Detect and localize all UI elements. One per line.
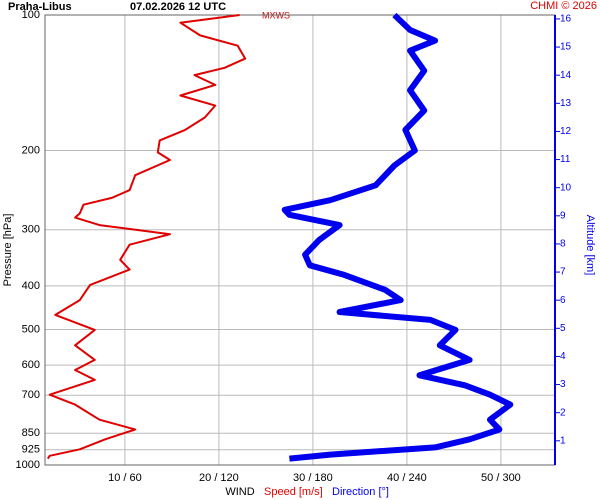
profile-line <box>46 14 247 460</box>
y-tick-label: 300 <box>22 224 40 236</box>
y2-tick-label: 14 <box>560 70 572 81</box>
profile-line <box>281 12 514 462</box>
x-tick-label: 40 / 240 <box>387 472 427 484</box>
y2-tick-label: 5 <box>560 323 566 334</box>
y-tick-label: 700 <box>22 389 40 401</box>
y-tick-label: 925 <box>22 444 40 456</box>
y-tick-label: 850 <box>22 427 40 439</box>
y2-tick-label: 11 <box>560 154 571 165</box>
legend-entry: Speed [m/s] <box>264 486 323 498</box>
y-tick-label: 200 <box>22 144 40 156</box>
y2-tick-label: 9 <box>560 210 566 221</box>
y-tick-label: 600 <box>22 359 40 371</box>
station: Praha-Libus <box>8 1 72 13</box>
y2-tick-label: 3 <box>560 379 566 390</box>
y2-tick-label: 2 <box>560 407 566 418</box>
y2-tick-label: 12 <box>560 126 572 137</box>
y-tick-label: 400 <box>22 280 40 292</box>
y-tick-label: 100 <box>22 9 40 21</box>
y2-tick-label: 6 <box>560 295 566 306</box>
y2-tick-label: 8 <box>560 239 566 250</box>
y2-tick-label: 15 <box>560 42 572 53</box>
legend-entry: Direction [°] <box>332 486 389 498</box>
y2-axis-label: Altitude [km] <box>584 215 596 276</box>
y2-tick-label: 7 <box>560 267 566 278</box>
y-tick-label: 500 <box>22 323 40 335</box>
y2-tick-label: 4 <box>560 351 566 362</box>
y-axis-label: Pressure [hPa] <box>2 214 14 287</box>
y2-tick-label: 16 <box>560 14 572 25</box>
x-tick-label: 50 / 300 <box>481 472 521 484</box>
y2-tick-label: 13 <box>560 98 572 109</box>
plot-frame <box>44 14 556 466</box>
credit: CHMI © 2026 <box>530 0 597 12</box>
y2-tick-label: 1 <box>560 435 566 446</box>
time: 07.02.2026 12 UTC <box>130 1 226 13</box>
x-tick-label: 10 / 60 <box>108 472 142 484</box>
x-tick-label: 30 / 180 <box>293 472 333 484</box>
x-tick-label: 20 / 120 <box>199 472 239 484</box>
y-tick-label: 1000 <box>16 459 40 471</box>
x-axis-label: WIND <box>225 486 254 498</box>
y2-tick-label: 10 <box>560 182 572 193</box>
